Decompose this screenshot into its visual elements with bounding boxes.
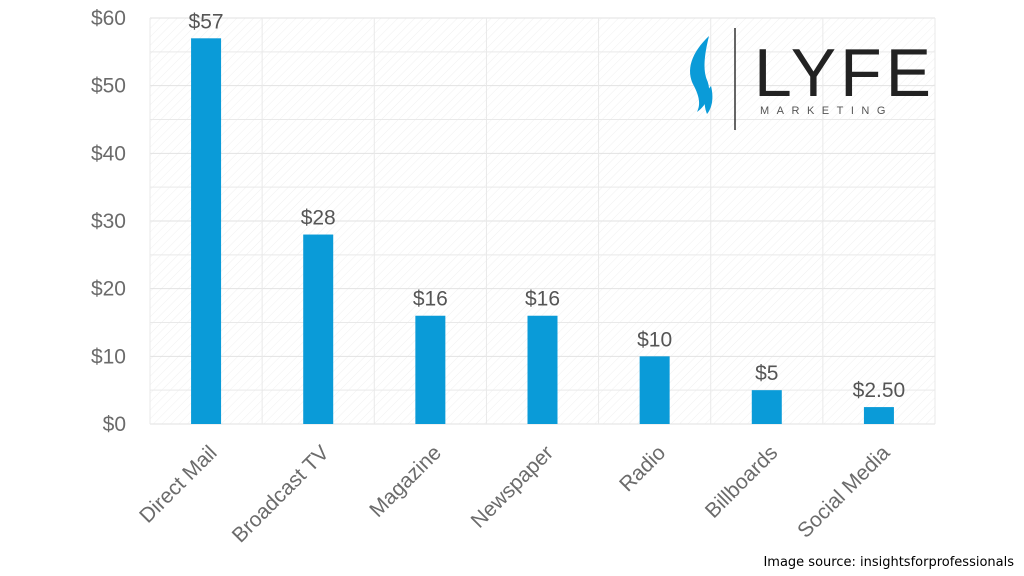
x-tick-label: Direct Mail xyxy=(135,441,221,527)
y-tick-label: $20 xyxy=(91,278,126,301)
data-label: $16 xyxy=(525,288,560,311)
y-tick-label: $60 xyxy=(91,7,126,30)
data-label: $57 xyxy=(189,10,224,33)
x-axis-ticks: Direct Mail Broadcast TV Magazine Newspaper… xyxy=(135,441,894,547)
x-tick-label: Social Media xyxy=(793,441,895,543)
x-tick-label: Newspaper xyxy=(467,441,558,532)
y-tick-label: $40 xyxy=(91,142,126,165)
data-label: $28 xyxy=(301,207,336,230)
data-label: $16 xyxy=(413,288,448,311)
image-source-caption: Image source: insightsforprofessionals xyxy=(763,555,1014,570)
lyfe-logo: LYFE MARKETING xyxy=(690,28,935,130)
data-label: $10 xyxy=(637,328,672,351)
y-tick-label: $50 xyxy=(91,75,126,98)
y-tick-label: $10 xyxy=(91,345,126,368)
flame-icon xyxy=(690,36,713,114)
bar xyxy=(639,356,670,424)
x-tick-label: Broadcast TV xyxy=(228,441,334,547)
bar xyxy=(527,315,558,424)
x-tick-label: Billboards xyxy=(701,441,782,522)
data-label: $2.50 xyxy=(853,379,906,402)
y-tick-label: $0 xyxy=(103,413,126,436)
y-axis-ticks: $0 $10 $20 $30 $40 $50 $60 xyxy=(91,7,126,436)
bar xyxy=(191,38,222,425)
logo-subtitle: MARKETING xyxy=(760,105,893,117)
grid xyxy=(149,17,936,425)
data-label: $5 xyxy=(755,362,778,385)
x-tick-label: Magazine xyxy=(365,441,446,522)
logo-wordmark: LYFE xyxy=(754,35,935,111)
bar xyxy=(751,390,782,424)
bar xyxy=(303,234,334,424)
bars xyxy=(191,38,894,425)
x-tick-label: Radio xyxy=(615,441,670,496)
y-tick-label: $30 xyxy=(91,210,126,233)
bar xyxy=(863,407,894,424)
bar xyxy=(415,315,446,424)
data-labels: $57 $28 $16 $16 $10 $5 $2.50 xyxy=(189,10,906,402)
